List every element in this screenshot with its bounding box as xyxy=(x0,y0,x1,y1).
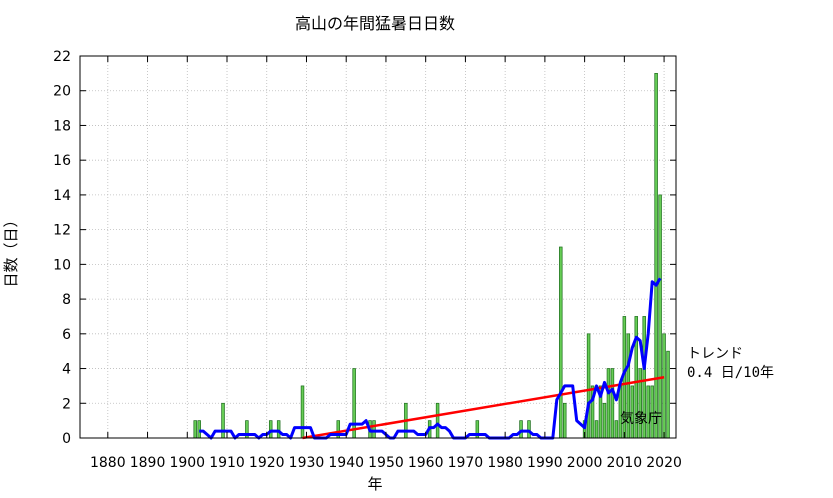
bar-2018 xyxy=(654,73,658,439)
bar-series xyxy=(193,73,670,439)
bar-1984 xyxy=(519,420,523,439)
x-tick-label-1910: 1910 xyxy=(209,455,245,471)
chart-title: 高山の年間猛暑日日数 xyxy=(295,14,455,33)
trend-label: トレンド xyxy=(687,346,743,362)
y-tick-label-2: 2 xyxy=(62,396,71,412)
y-tick-label-20: 20 xyxy=(53,84,71,100)
x-tick-label-1990: 1990 xyxy=(527,455,563,471)
bar-1995 xyxy=(563,402,567,439)
bar-1947 xyxy=(372,420,376,439)
x-tick-label-1960: 1960 xyxy=(408,455,444,471)
bar-1923 xyxy=(276,420,281,439)
x-tick-label-2000: 2000 xyxy=(567,455,603,471)
x-tick-label-1950: 1950 xyxy=(368,455,404,471)
y-tick-label-22: 22 xyxy=(53,49,71,65)
bar-2007 xyxy=(610,368,615,439)
line-series xyxy=(199,277,665,440)
x-tick-label-2010: 2010 xyxy=(607,455,643,471)
x-tick-label-1890: 1890 xyxy=(130,455,166,471)
y-tick-label-8: 8 xyxy=(62,292,71,308)
bar-1921 xyxy=(268,420,273,439)
y-axis-ticks: 0 2 4 6 8 10 12 14 16 18 20 22 xyxy=(53,49,676,447)
gridlines xyxy=(80,56,676,438)
x-tick-label-2020: 2020 xyxy=(646,455,682,471)
y-tick-label-16: 16 xyxy=(53,153,71,169)
x-axis-ticks: 1880 1890 1900 1910 1920 1930 1940 1950 1960 1970… xyxy=(90,56,682,471)
x-tick-label-1970: 1970 xyxy=(448,455,484,471)
bar-2005 xyxy=(602,402,607,439)
x-tick-label-1940: 1940 xyxy=(328,455,364,471)
x-tick-label-1900: 1900 xyxy=(169,455,205,471)
y-tick-label-4: 4 xyxy=(62,362,71,378)
bar-1909 xyxy=(221,402,225,439)
source-label: 気象庁 xyxy=(620,411,662,427)
bar-1929 xyxy=(300,385,305,439)
bar-2019 xyxy=(658,194,662,439)
bar-2021 xyxy=(666,350,670,439)
y-tick-label-18: 18 xyxy=(53,118,71,134)
bar-2006 xyxy=(606,368,611,439)
bar-1903 xyxy=(197,420,201,439)
x-tick-label-1980: 1980 xyxy=(487,455,523,471)
y-axis-label: 日数（日） xyxy=(2,212,20,287)
plot-frame xyxy=(79,55,677,439)
y-tick-label-12: 12 xyxy=(53,223,71,239)
x-tick-label-1930: 1930 xyxy=(289,455,325,471)
bar-1963 xyxy=(435,402,440,439)
y-tick-label-6: 6 xyxy=(62,327,71,343)
bar-1994 xyxy=(559,246,563,439)
y-tick-label-10: 10 xyxy=(53,257,71,273)
x-tick-label-1880: 1880 xyxy=(90,455,126,471)
trend-rate-label: 0.4 日/10年 xyxy=(687,365,774,381)
y-tick-label-14: 14 xyxy=(53,188,71,204)
bar-2008 xyxy=(614,420,619,439)
bar-2001 xyxy=(586,333,591,439)
moving-average-line xyxy=(199,277,662,440)
y-tick-label-0: 0 xyxy=(62,431,71,447)
bar-1902 xyxy=(193,420,197,439)
x-tick-label-1920: 1920 xyxy=(249,455,285,471)
bar-2003 xyxy=(594,420,599,439)
x-axis-label: 年 xyxy=(367,475,382,493)
bar-1986 xyxy=(527,420,531,439)
bar-1942 xyxy=(352,368,356,439)
bar-2020 xyxy=(662,333,666,439)
bar-2014 xyxy=(638,368,642,439)
